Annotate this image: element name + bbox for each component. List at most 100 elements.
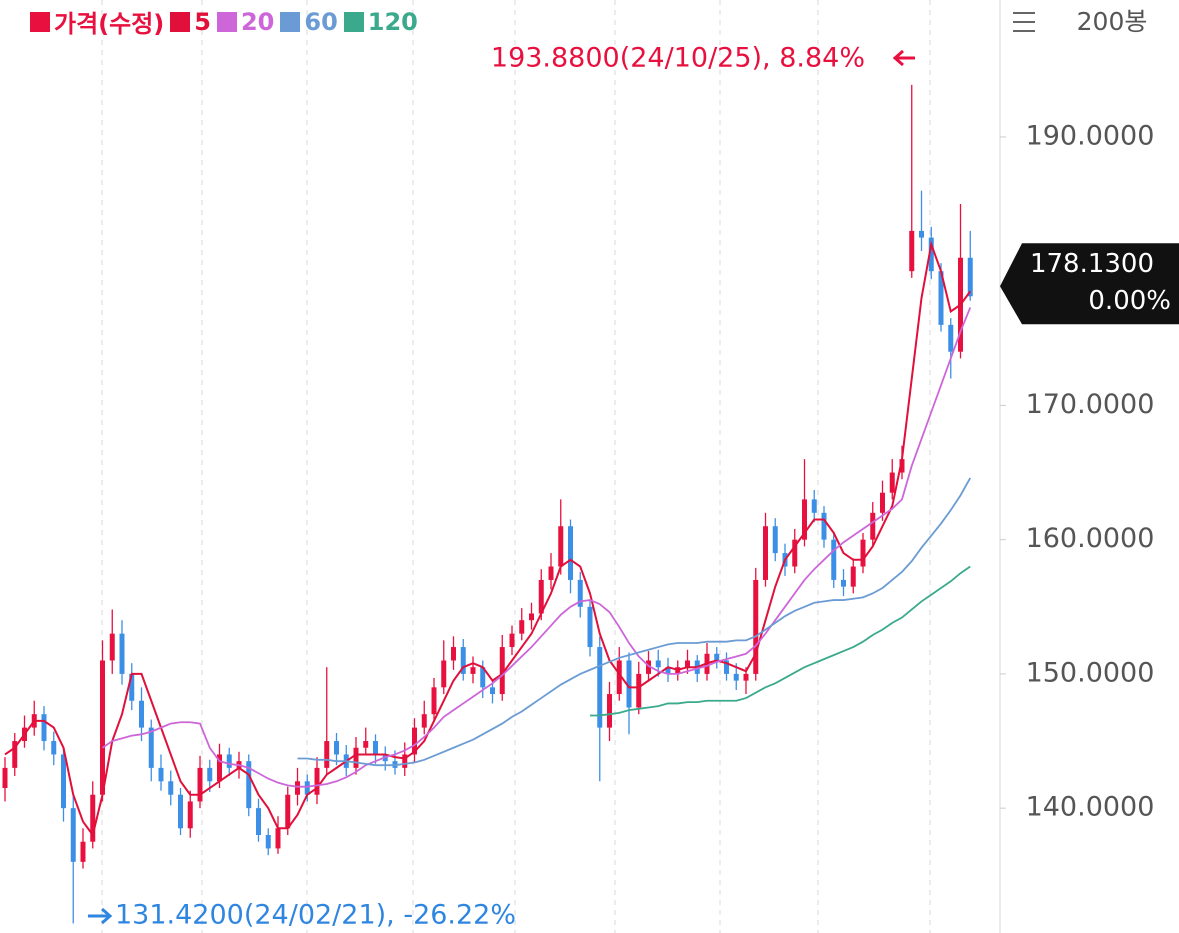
period-label[interactable]: 200봉 (1077, 7, 1148, 36)
legend-item: 20 (216, 8, 274, 36)
ma-line (590, 565, 971, 717)
candle-body (919, 230, 924, 238)
legend-label: 5 (194, 7, 211, 36)
candle-body (860, 539, 866, 567)
candle-body (821, 512, 827, 540)
candle-body (373, 741, 378, 755)
candle-body (870, 512, 876, 540)
candle-body (831, 539, 837, 580)
high-annotation: 193.8800(24/10/25), 8.84% (491, 43, 865, 74)
candle-body (880, 492, 885, 513)
legend: 가격(수정) 5 20 60 120 (30, 4, 418, 39)
candle-body (100, 660, 105, 795)
candle-body (441, 660, 447, 688)
candle-body (109, 633, 115, 661)
candle-body (714, 653, 720, 661)
candle-body (753, 579, 759, 674)
candle-body (246, 761, 252, 809)
candle-body (685, 660, 690, 668)
candle-body (197, 767, 203, 802)
candle-body (499, 647, 505, 695)
y-tick-label: 150.0000 (1026, 657, 1155, 688)
legend-label: 60 (304, 7, 338, 36)
candle-body (304, 781, 310, 795)
low-annotation: 131.4200(24/02/21), -26.22% (115, 900, 516, 931)
candle-body (178, 794, 183, 829)
candle-body (948, 324, 954, 352)
candle-body (12, 741, 18, 768)
candle-body (480, 667, 486, 688)
candle-body (646, 660, 651, 674)
y-tick-label: 160.0000 (1026, 523, 1155, 554)
legend-swatch (170, 11, 191, 32)
candle-body (587, 606, 593, 648)
candle-body (597, 647, 603, 728)
candle-body (460, 647, 466, 674)
candle-body (841, 579, 846, 587)
candle-body (655, 660, 661, 668)
candle-body (139, 700, 144, 728)
candle-body (538, 579, 544, 614)
candle-body (41, 714, 47, 742)
candle-body (568, 526, 573, 580)
candle-body (402, 754, 408, 768)
y-tick-label: 190.0000 (1026, 120, 1155, 151)
candle-body (850, 566, 856, 587)
menu-icon[interactable] (1013, 12, 1035, 32)
legend-item: 가격(수정) (30, 4, 164, 39)
candle-body (577, 579, 583, 607)
candle-body (470, 667, 476, 674)
legend-swatch (343, 11, 364, 32)
candle-body (529, 613, 534, 621)
candle-body (51, 741, 57, 755)
candle-body (558, 526, 564, 567)
candle-body (626, 660, 632, 708)
candle-body (743, 673, 749, 681)
candle-body (285, 794, 291, 829)
candle-body (665, 667, 671, 674)
ma-line (4, 240, 972, 838)
candle-body (226, 754, 232, 768)
candle-body (158, 767, 164, 782)
candle-body (412, 727, 417, 755)
candle-body (724, 660, 729, 674)
candle-body (509, 633, 515, 648)
price-tag-price: 178.1300 (1030, 249, 1154, 279)
candle-body (2, 767, 8, 789)
candle-body (616, 660, 622, 695)
candle-body (217, 754, 222, 782)
legend-label: 가격(수정) (54, 10, 165, 38)
candle-body (899, 459, 905, 473)
candle-body (451, 647, 456, 661)
candle-body (772, 526, 778, 554)
candle-body (763, 526, 768, 580)
candle-body (421, 714, 427, 728)
candle-body (187, 801, 193, 829)
ma-line (297, 477, 972, 767)
candle-body (265, 835, 271, 849)
y-tick-label: 140.0000 (1026, 792, 1155, 823)
legend-swatch (216, 11, 237, 32)
legend-label: 120 (367, 7, 418, 36)
candle-body (148, 727, 154, 768)
time-grid (101, 0, 931, 933)
candle-body (363, 741, 369, 748)
candle-body (636, 673, 642, 708)
low-arrow (88, 907, 113, 925)
legend-item: 60 (280, 7, 338, 36)
candle-body (811, 499, 817, 513)
candle-body (256, 808, 261, 836)
price-tag (1000, 243, 1179, 325)
y-tick-label: 170.0000 (1026, 389, 1155, 420)
candle-body (129, 673, 135, 701)
legend-item: 5 (170, 8, 211, 36)
candle-body (353, 747, 359, 768)
candle-body (324, 741, 330, 768)
candle-body (928, 237, 934, 272)
candle-body (519, 620, 525, 634)
legend-swatch (30, 11, 50, 32)
candle-body (792, 539, 798, 567)
candle-body (80, 841, 86, 862)
candle-body (938, 271, 944, 325)
